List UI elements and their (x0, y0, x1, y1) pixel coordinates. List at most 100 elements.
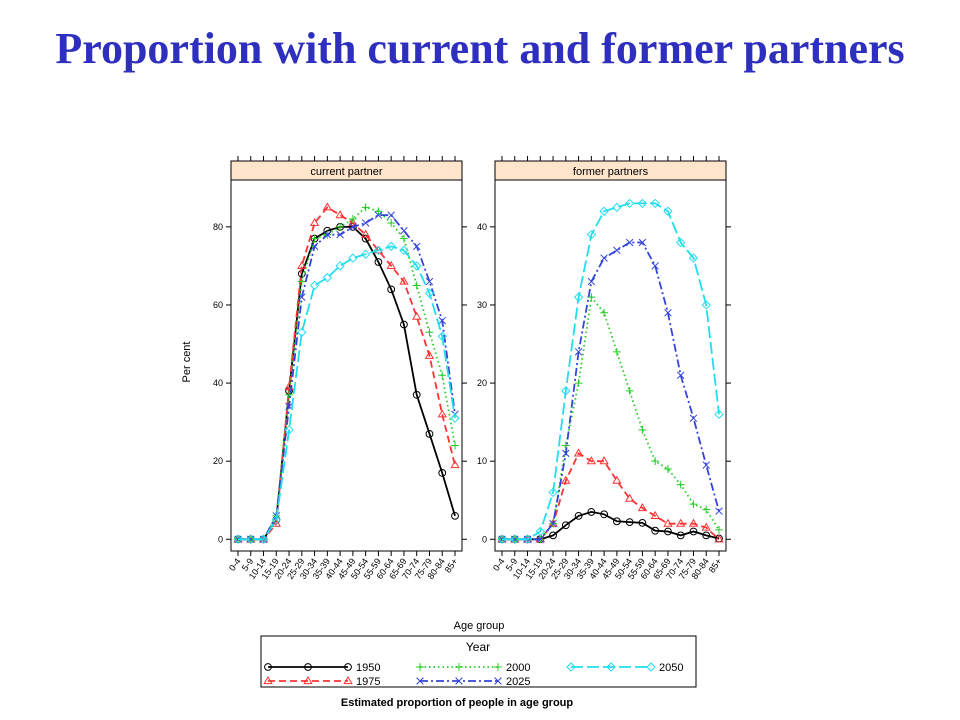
data-point (451, 511, 459, 520)
data-point (625, 238, 634, 247)
data-point (689, 527, 698, 536)
y-tick-label: 60 (213, 300, 223, 310)
data-point (701, 300, 711, 310)
data-point (625, 386, 634, 395)
data-point (360, 249, 371, 259)
legend-entry-2000: 2000 (416, 662, 530, 674)
data-point (548, 487, 558, 498)
data-point (587, 277, 596, 286)
data-point (599, 456, 609, 465)
legend-marker (606, 662, 616, 672)
data-point (612, 475, 622, 484)
series-line-2025 (502, 241, 720, 541)
data-point (573, 448, 584, 457)
data-point (664, 465, 672, 473)
series-line-1950 (238, 225, 456, 541)
data-point (309, 217, 320, 227)
data-point (424, 288, 435, 298)
data-point (374, 207, 383, 216)
data-point (271, 518, 281, 527)
data-point (348, 253, 358, 263)
data-point (424, 350, 435, 359)
data-point (702, 461, 710, 469)
data-point (386, 241, 396, 252)
panel-frame (230, 160, 463, 552)
data-point (562, 449, 570, 458)
data-point (310, 242, 319, 251)
data-point (297, 327, 307, 338)
x-tick-label: 85+ (443, 556, 460, 574)
legend-entry-2025: 2025 (416, 676, 530, 688)
data-point (612, 347, 621, 356)
data-point (425, 277, 434, 286)
series-2050 (233, 241, 460, 544)
legend-marker (494, 663, 502, 671)
data-point (599, 206, 609, 216)
legend-marker (344, 663, 352, 671)
data-point (374, 211, 383, 219)
panel-current-partner: current partner0-45-910-1415-1920-2425-2… (213, 156, 467, 581)
legend-marker (416, 663, 424, 671)
y-tick-label: 0 (218, 534, 223, 544)
data-point (310, 234, 319, 243)
data-point (411, 261, 422, 271)
data-point (612, 202, 622, 213)
y-tick-label: 20 (213, 456, 223, 466)
data-point (587, 508, 596, 516)
data-point (689, 500, 698, 509)
data-point (450, 413, 460, 423)
legend-entry-2050: 2050 (566, 662, 683, 674)
data-point (714, 534, 724, 543)
legend-label: 1975 (356, 676, 380, 688)
legend-marker (646, 662, 656, 672)
legend-marker (343, 675, 353, 685)
legend-marker (566, 662, 576, 672)
data-point (425, 328, 434, 337)
data-point (624, 198, 635, 209)
data-point (676, 371, 685, 380)
x-tick-label: 85+ (707, 556, 724, 574)
x-axis-label: Age group (454, 620, 505, 632)
data-point (387, 285, 396, 294)
legend-box (260, 635, 697, 688)
legend-entry-1950: 1950 (264, 662, 380, 674)
data-point (386, 260, 396, 270)
legend-marker (494, 677, 502, 685)
legend-title: Year (466, 640, 490, 654)
data-point (336, 230, 344, 239)
data-point (522, 534, 533, 544)
legend-marker (263, 675, 273, 685)
legend-label: 2000 (506, 662, 530, 674)
data-point (374, 258, 383, 266)
y-tick-label: 40 (213, 378, 223, 388)
data-point (587, 293, 596, 302)
data-point (600, 308, 609, 317)
legend-marker (455, 677, 463, 685)
data-point (586, 229, 597, 240)
data-point (387, 219, 396, 227)
data-point (574, 511, 583, 520)
data-point (348, 217, 358, 227)
data-point (549, 519, 557, 528)
chart-caption: Estimated proportion of people in age gr… (341, 697, 574, 709)
data-point (573, 292, 584, 302)
data-point (497, 534, 507, 544)
data-point (323, 230, 332, 239)
data-point (399, 276, 409, 285)
legend-label: 1950 (356, 662, 380, 674)
data-point (625, 518, 634, 527)
data-point (425, 429, 434, 438)
data-point (637, 503, 648, 512)
data-point (561, 386, 571, 396)
data-point (322, 202, 333, 211)
data-point (309, 280, 320, 291)
series-2050 (497, 198, 724, 544)
data-point (600, 254, 608, 262)
data-point (450, 460, 460, 469)
data-point (664, 309, 672, 317)
data-point (612, 517, 621, 526)
series-line-2025 (238, 214, 456, 541)
data-point (676, 531, 685, 540)
data-point (650, 198, 660, 209)
data-point (246, 534, 256, 544)
